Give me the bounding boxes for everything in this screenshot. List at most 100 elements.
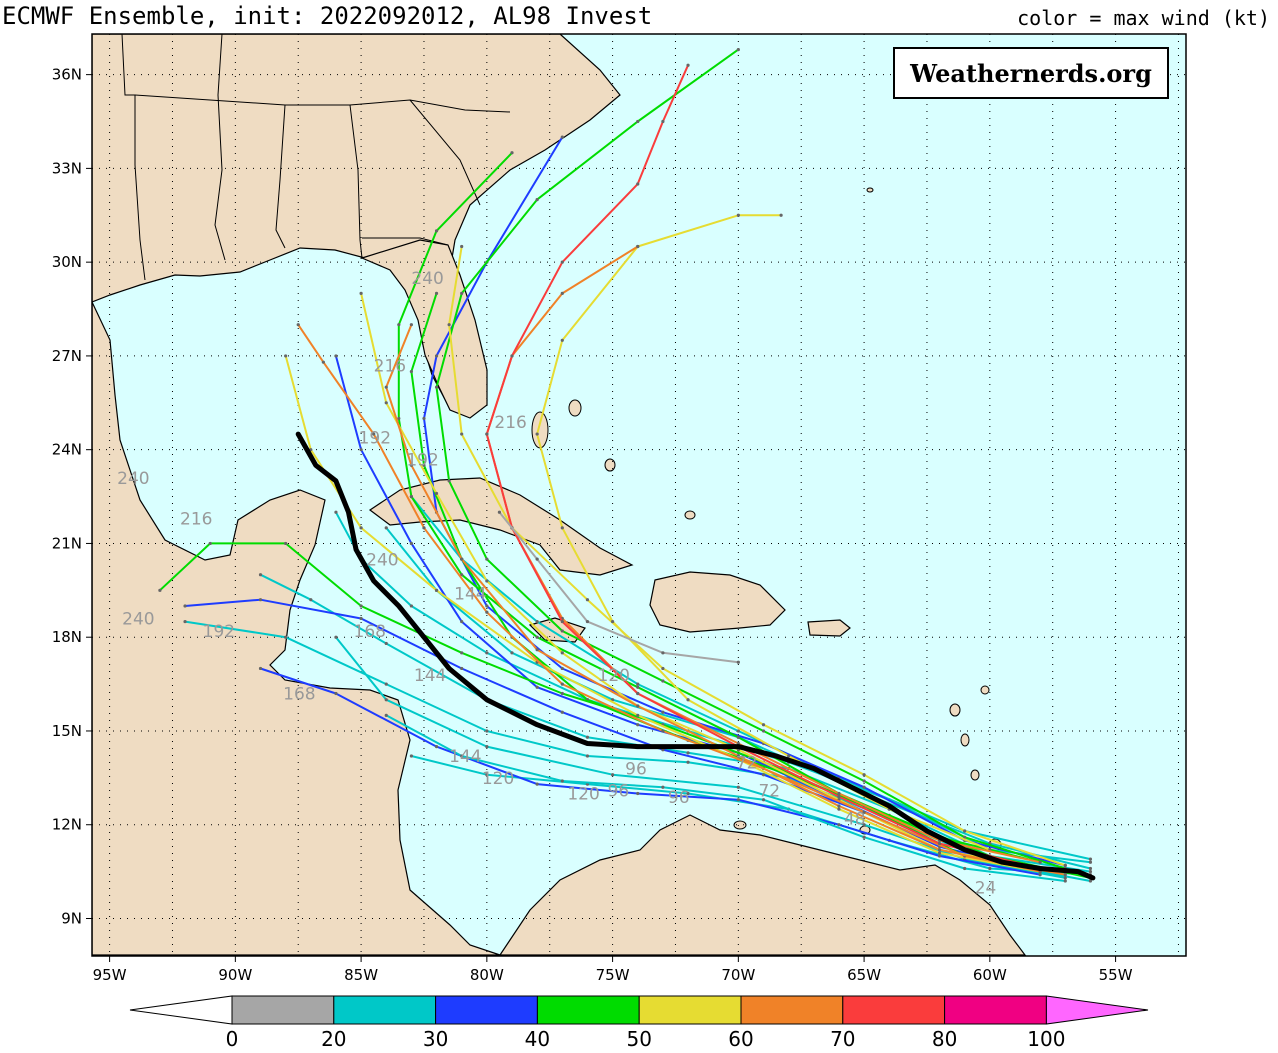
track-point (560, 651, 564, 655)
track-point (460, 432, 464, 436)
track-point (460, 666, 464, 671)
track-point (422, 416, 426, 421)
track-point (409, 369, 413, 374)
track-point (988, 866, 992, 871)
track-point (862, 823, 866, 827)
track-point (761, 723, 766, 727)
track-point (937, 848, 942, 852)
track-point (787, 754, 791, 758)
track-point (535, 198, 539, 202)
hour-label: 216 (374, 357, 406, 377)
track-point (535, 635, 539, 639)
colorbar-label: 0 (226, 1027, 239, 1051)
track-point (535, 619, 539, 624)
track-point (460, 573, 464, 577)
track-point (460, 244, 464, 249)
track-point (661, 651, 665, 655)
track-point (384, 385, 388, 389)
colorbar-segment (536, 995, 640, 1025)
track-point (636, 791, 640, 796)
track-point (736, 785, 740, 789)
hour-label: 96 (668, 788, 690, 808)
colorbar-label: 60 (728, 1027, 753, 1051)
track-point (447, 479, 451, 483)
track-point (736, 798, 740, 802)
track-point (485, 604, 489, 608)
track-point (761, 798, 766, 802)
lat-tick-label: 21N (52, 534, 82, 552)
track-point (636, 691, 640, 696)
track-point (208, 541, 212, 546)
track-point (585, 754, 590, 758)
track-point (686, 63, 690, 67)
track-point (1063, 879, 1067, 883)
track-point (409, 604, 413, 608)
track-point (422, 463, 426, 467)
track-point (837, 804, 841, 808)
lon-tick-label: 75W (596, 966, 630, 984)
track-point (560, 629, 564, 633)
hour-label: 144 (414, 666, 446, 686)
track-point (1088, 870, 1093, 874)
track-point (535, 648, 539, 652)
member-track (385, 714, 1066, 882)
member-track (410, 495, 1091, 861)
colorbar-segment (842, 995, 946, 1025)
track-point (560, 338, 564, 342)
track-point (636, 723, 640, 727)
track-point (610, 619, 615, 624)
track-point (434, 491, 439, 496)
track-point (535, 685, 539, 689)
lon-tick-label: 85W (344, 966, 378, 984)
hour-label: 24 (975, 878, 997, 898)
track-point (636, 685, 640, 689)
track-point (636, 704, 640, 708)
track-point (409, 463, 413, 467)
track-point (862, 810, 866, 814)
track-point (384, 698, 388, 702)
track-point (485, 651, 489, 655)
colorbar-label: 30 (423, 1027, 448, 1051)
track-point (1063, 876, 1067, 880)
track-point (284, 541, 288, 546)
hour-label: 48 (844, 810, 866, 830)
track-point (284, 635, 288, 639)
track-point (434, 744, 439, 749)
track-point (560, 619, 564, 624)
colorbar-segment (231, 995, 335, 1025)
track-point (535, 782, 539, 786)
track-point (384, 401, 388, 405)
track-point (636, 682, 640, 686)
track-point (862, 835, 866, 839)
track-point (510, 651, 514, 655)
track-point (485, 579, 489, 583)
hour-label: 216 (494, 413, 526, 433)
track-point (372, 432, 376, 436)
track-point (359, 616, 363, 621)
colorbar-label: 50 (626, 1027, 651, 1051)
lat-tick-label: 30N (52, 253, 82, 271)
track-point (359, 448, 363, 452)
lat-tick-label: 9N (61, 909, 82, 927)
track-point (1063, 873, 1067, 877)
track-point (560, 779, 564, 783)
lat-tick-label: 12N (52, 816, 82, 834)
track-point (434, 229, 439, 233)
track-point (334, 635, 338, 639)
plot-frame (91, 33, 1187, 957)
track-point (460, 619, 464, 624)
track-point (560, 260, 564, 264)
track-point (686, 760, 690, 764)
track-point (409, 541, 413, 546)
track-point (636, 713, 640, 717)
track-point (736, 660, 740, 664)
lon-tick-label: 65W (847, 966, 881, 984)
color-legend-note: color = max wind (kt) (1017, 6, 1270, 30)
track-point (434, 385, 439, 389)
track-point (510, 354, 514, 358)
hour-label: 168 (354, 622, 386, 642)
colorbar-over-arrow (1045, 995, 1149, 1025)
land-puerto-rico (807, 619, 851, 637)
hour-label: 240 (366, 550, 398, 570)
